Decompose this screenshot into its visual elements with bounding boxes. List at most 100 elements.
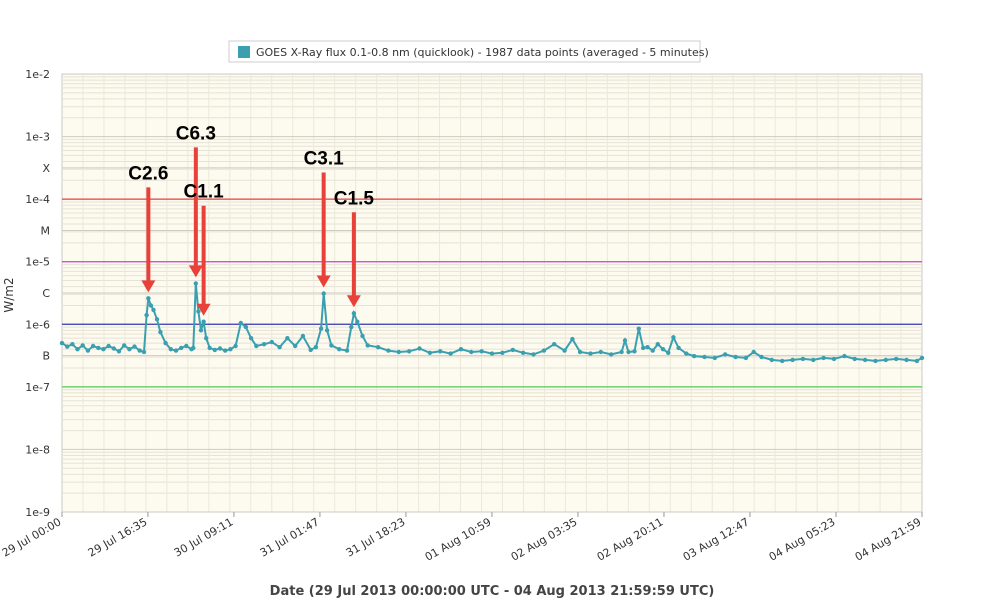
y-axis-ticks: 1e-2 1e-3 X 1e-4 M 1e-5 C 1e-6 B 1e-7 1e-8 1e-9 [25,68,50,519]
annotation-label: C2.6 [128,163,168,184]
data-point [641,345,646,351]
data-point [510,347,515,353]
data-point [204,336,209,341]
data-point [365,343,370,348]
annotation-label: C6.3 [176,123,216,144]
data-point [228,347,233,352]
x-axis-label: Date (29 Jul 2013 00:00:00 UTC - 04 Aug … [270,584,715,599]
data-point [577,349,583,355]
data-point [541,348,547,353]
x-tick-label: 31 Jul 18:23 [344,515,408,559]
data-point [622,338,628,343]
data-point [163,340,168,346]
x-tick-label: 04 Aug 21:59 [853,515,924,563]
data-point [458,347,464,352]
legend-label: GOES X-Ray flux 0.1-0.8 nm (quicklook) -… [256,46,709,59]
data-point [248,336,254,341]
x-tick-label: 01 Aug 10:59 [423,515,494,563]
data-point [321,291,326,296]
data-point [122,343,127,348]
flare-annotations: C2.6 C6.3 C1.1 C3.1 C1.5 [128,123,375,316]
y-tick-label: 1e-4 [25,193,50,206]
data-point [691,353,697,359]
data-point [821,355,826,361]
data-point [116,349,122,354]
data-point [852,356,857,362]
data-point [531,352,536,357]
x-tick-label: 02 Aug 20:11 [595,515,666,563]
y-axis-label: W/m2 [2,277,16,312]
data-point [179,345,184,351]
data-point [313,345,319,350]
data-point [233,343,238,349]
data-point [842,353,847,359]
data-point [360,333,365,339]
y-tick-label: C [42,287,50,300]
data-point [269,339,274,345]
y-tick-label: X [42,162,50,175]
data-point [655,342,660,347]
data-point [101,347,106,352]
data-point [127,347,132,352]
data-point [168,347,173,352]
data-point [254,343,259,349]
data-point [598,349,603,355]
data-point [355,319,360,324]
data-point [759,354,764,360]
data-point [619,349,624,355]
x-axis-ticks: 29 Jul 00:00 29 Jul 16:35 30 Jul 09:11 31 J… [0,512,924,564]
data-point [111,346,117,351]
data-point [500,350,505,355]
data-point [862,357,868,363]
x-tick-label: 03 Aug 12:47 [681,515,752,563]
y-tick-label: 1e-5 [25,256,50,269]
data-point [154,317,160,322]
data-point [520,350,526,355]
data-point [173,348,179,353]
data-point [300,333,306,339]
data-point [207,345,212,351]
data-point [308,347,313,353]
data-point [386,348,391,353]
data-point [324,328,330,333]
data-point [702,354,707,360]
data-point [883,357,888,363]
data-point [198,328,204,333]
data-point [293,343,298,349]
y-tick-label: 1e-6 [25,318,50,331]
legend[interactable]: GOES X-Ray flux 0.1-0.8 nm (quicklook) -… [228,40,709,63]
data-point [193,281,198,286]
data-point [277,345,282,350]
threshold-lines [62,198,922,388]
data-point [151,307,156,313]
data-point [90,343,96,349]
data-point [85,348,91,353]
data-point [318,326,324,331]
data-point [80,343,85,348]
data-point [588,351,593,356]
series-flux[interactable] [59,281,925,364]
data-point [285,336,290,341]
data-point [349,324,354,330]
annotation-arrowhead [316,275,331,288]
data-point [469,349,474,355]
y-tick-label: 1e-2 [25,68,50,81]
annotation-arrowhead [196,303,211,316]
data-point [671,335,676,340]
data-point [562,348,567,353]
data-point [552,342,557,347]
data-point [448,351,453,356]
data-point [217,346,223,351]
data-point [914,358,920,364]
data-point [800,356,806,362]
annotation-arrowhead [188,265,203,278]
y-tick-label: M [41,224,51,237]
data-point [146,296,151,301]
annotation-label: C1.1 [184,182,225,203]
data-point [743,355,749,361]
y-tick-label: 1e-9 [25,506,50,519]
data-point [919,355,925,361]
annotation-label: C1.5 [334,188,375,209]
data-point [427,350,433,355]
